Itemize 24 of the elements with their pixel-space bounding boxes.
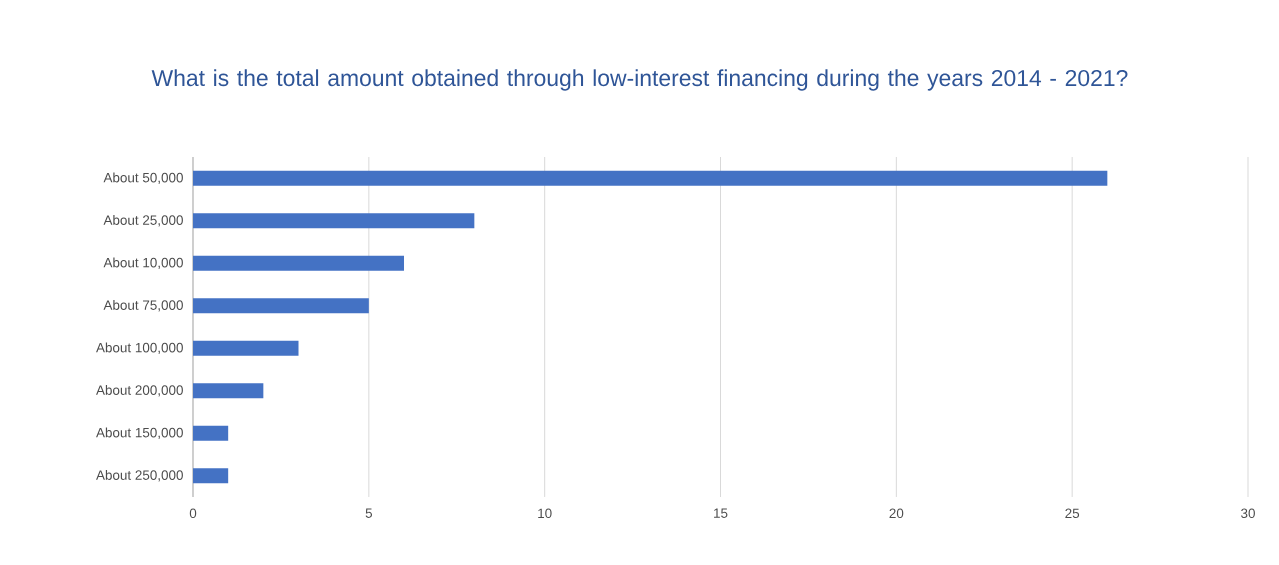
bar: [193, 170, 1108, 186]
x-tick-label: 10: [538, 508, 552, 519]
x-tick-label: 15: [714, 508, 728, 518]
y-tick-label: About 25,000: [103, 215, 183, 227]
bar: [193, 425, 229, 441]
y-tick-label: About 150,000: [96, 427, 183, 439]
bar: [193, 383, 264, 399]
y-tick-label: About 50,000: [103, 172, 183, 184]
y-tick-label: About 100,000: [96, 342, 183, 354]
y-tick-label: About 75,000: [103, 300, 183, 312]
bar: [193, 468, 229, 484]
bar: [193, 298, 369, 314]
bar: [193, 255, 405, 271]
bar: [193, 340, 299, 356]
y-tick-label: About 250,000: [96, 470, 183, 482]
bar: [193, 213, 475, 229]
y-tick-label: About 200,000: [96, 385, 183, 397]
x-tick-label: 30: [1241, 508, 1255, 519]
x-tick-label: 25: [1065, 508, 1080, 519]
chart-title: What is the total amount obtained through low-interest financing during the years 2014 - 2021?: [151, 69, 1128, 91]
x-tick-label: 5: [365, 508, 373, 518]
x-tick-label: 20: [889, 508, 904, 519]
x-tick-label: 0: [189, 508, 197, 519]
y-tick-label: About 10,000: [103, 257, 183, 269]
